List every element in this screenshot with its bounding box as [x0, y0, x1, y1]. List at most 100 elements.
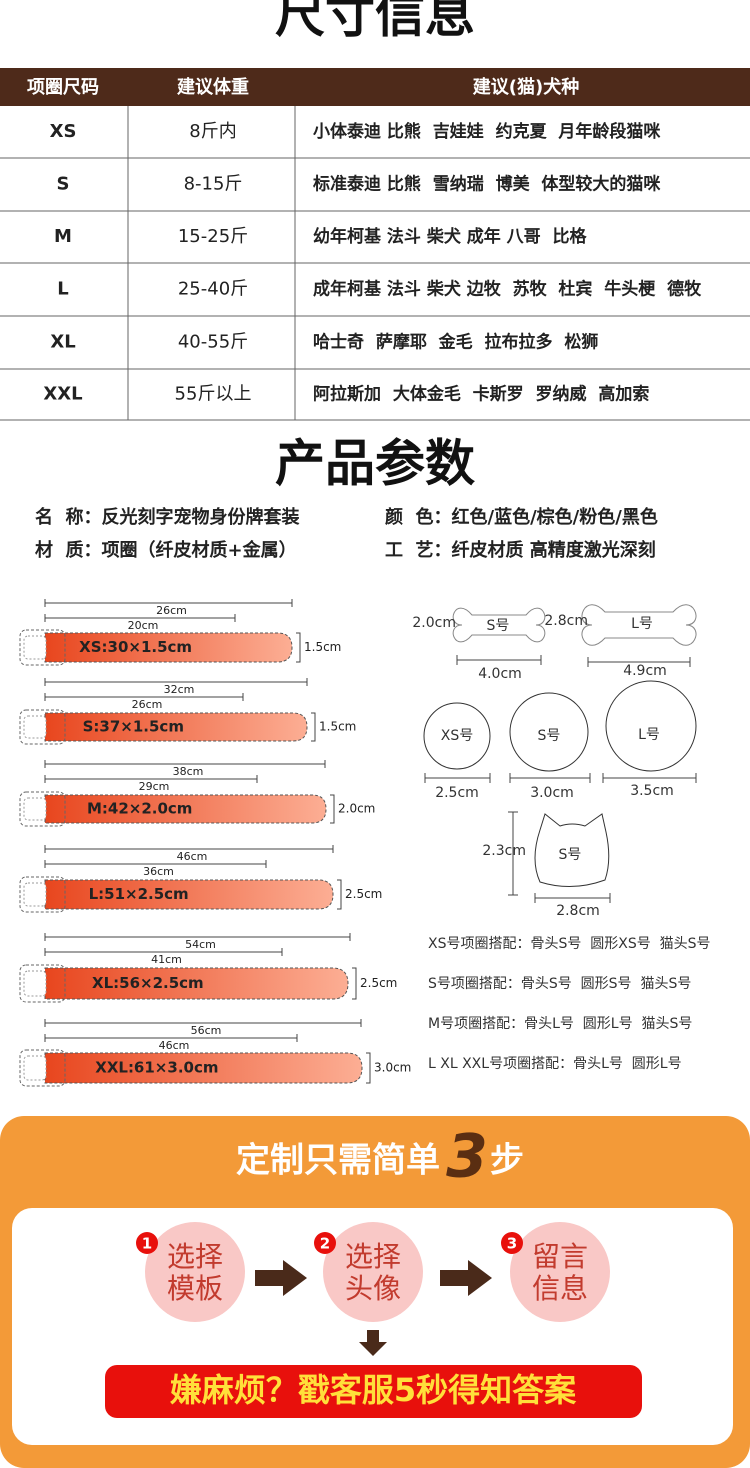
- step-number: 3: [507, 1235, 517, 1253]
- arrow: [440, 1260, 492, 1296]
- round-tag: [509, 692, 589, 772]
- table-cell: 哈士奇 萨摩耶 金毛 拉布拉多 松狮: [313, 332, 598, 353]
- section-title: 产品参数: [275, 435, 475, 493]
- step-circle: [510, 1222, 610, 1322]
- banner[interactable]: [105, 1365, 642, 1418]
- collar-body: [44, 632, 293, 663]
- length-label: 26cm: [156, 604, 187, 617]
- table-header: 项圈尺码: [27, 77, 99, 98]
- measure-line: [424, 773, 491, 783]
- step-badge: [501, 1232, 523, 1254]
- buckle-inner: [23, 970, 47, 997]
- table-cell: 标准泰迪 比熊 雪纳瑞 博美 体型较大的猫咪: [313, 174, 661, 195]
- tag-width: 4.0cm: [478, 666, 522, 682]
- measure-line: [44, 1019, 362, 1027]
- tag-height: 2.8cm: [544, 613, 588, 629]
- tag-name: L号: [631, 616, 653, 632]
- table-header: 建议(猫)犬种: [473, 76, 579, 98]
- step-number: 2: [320, 1235, 330, 1253]
- arrow: [359, 1330, 387, 1356]
- table-header: 建议体重: [177, 76, 249, 98]
- step-circle: [323, 1222, 423, 1322]
- bone-tag: [581, 604, 697, 646]
- buckle-inner: [23, 882, 47, 907]
- measure-line: [44, 1034, 298, 1042]
- collar-label: L:51×2.5cm: [89, 885, 189, 903]
- measure-line: [534, 893, 611, 903]
- table-cell: XS: [50, 121, 77, 142]
- width-label: 2.0cm: [338, 802, 375, 816]
- length-label: 56cm: [191, 1024, 222, 1037]
- buckle: [19, 629, 66, 666]
- param: 工 艺：纤皮材质 高精度激光深刻: [385, 539, 656, 561]
- buckle-inner: [23, 715, 47, 739]
- steps-title: 定制只需简单: [236, 1141, 440, 1181]
- measure-line: [587, 657, 691, 667]
- measure-line: [44, 948, 283, 956]
- measure-line: [456, 655, 542, 665]
- measure-line: [44, 933, 351, 941]
- tag-name: S号: [487, 618, 510, 634]
- step-badge: [136, 1232, 158, 1254]
- collar-label: XS:30×1.5cm: [79, 638, 192, 656]
- step-label: 选择: [345, 1240, 401, 1273]
- step-circle: [145, 1222, 245, 1322]
- length-label: 41cm: [151, 953, 182, 966]
- table-cell: XL: [50, 332, 75, 353]
- step-label: 头像: [345, 1272, 401, 1305]
- width-bracket: [337, 879, 342, 910]
- table-cell: 成年柯基 法斗 柴犬 边牧 苏牧 杜宾 牛头梗 德牧: [313, 279, 702, 300]
- pairing: M号项圈搭配：骨头L号 圆形L号 猫头S号: [428, 1016, 692, 1032]
- measure-line: [44, 678, 308, 686]
- length-label: 46cm: [177, 850, 208, 863]
- step-badge: [314, 1232, 336, 1254]
- length-label: 36cm: [143, 865, 174, 878]
- table-cell: 小体泰迪 比熊 吉娃娃 约克夏 月年龄段猫咪: [313, 121, 661, 142]
- step-number: 1: [142, 1235, 152, 1253]
- measure-line: [44, 614, 236, 622]
- collar-label: XL:56×2.5cm: [92, 974, 204, 992]
- cat-tag: [534, 813, 610, 888]
- buckle: [19, 964, 66, 1003]
- table-cell: 40-55斤: [178, 332, 248, 353]
- tag-name: XS号: [441, 728, 473, 744]
- measure-line: [44, 693, 244, 701]
- tag-diameter: 3.0cm: [530, 785, 574, 801]
- steps-number: 3: [446, 1122, 488, 1192]
- buckle-inner: [23, 1055, 47, 1081]
- length-label: 54cm: [185, 938, 216, 951]
- width-label: 1.5cm: [319, 720, 356, 734]
- collar-label: M:42×2.0cm: [87, 800, 192, 818]
- length-label: 29cm: [139, 780, 170, 793]
- measure-line: [44, 845, 334, 853]
- bone-tag: [452, 607, 546, 643]
- step-label: 留言: [532, 1240, 588, 1273]
- collar-body: [44, 794, 327, 824]
- measure-line: [44, 760, 326, 768]
- buckle-inner: [23, 797, 47, 821]
- arrow: [255, 1260, 307, 1296]
- table-cell: 阿拉斯加 大体金毛 卡斯罗 罗纳威 高加索: [313, 384, 649, 405]
- round-tag: [605, 680, 697, 772]
- width-bracket: [352, 967, 357, 1000]
- banner-text[interactable]: 嫌麻烦？戳客服5秒得知答案: [170, 1371, 577, 1409]
- table-cell: S: [57, 174, 70, 195]
- tag-diameter: 2.5cm: [435, 785, 479, 801]
- collar-body: [44, 967, 349, 1000]
- measure-line: [508, 811, 518, 896]
- table-cell: L: [57, 279, 68, 300]
- width-bracket: [366, 1052, 371, 1084]
- tag-name: L号: [638, 727, 660, 743]
- param: 材 质：项圈（纤皮材质+金属）: [35, 539, 297, 561]
- tag-width: 2.8cm: [556, 903, 600, 919]
- step-label: 模板: [167, 1272, 223, 1305]
- length-label: 32cm: [164, 683, 195, 696]
- collar-label: XXL:61×3.0cm: [95, 1059, 218, 1077]
- collar-label: S:37×1.5cm: [83, 718, 184, 736]
- width-label: 2.5cm: [345, 887, 382, 901]
- collar-body: [44, 1052, 363, 1084]
